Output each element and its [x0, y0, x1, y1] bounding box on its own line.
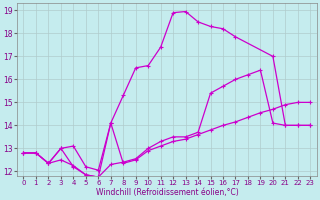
- X-axis label: Windchill (Refroidissement éolien,°C): Windchill (Refroidissement éolien,°C): [96, 188, 238, 197]
